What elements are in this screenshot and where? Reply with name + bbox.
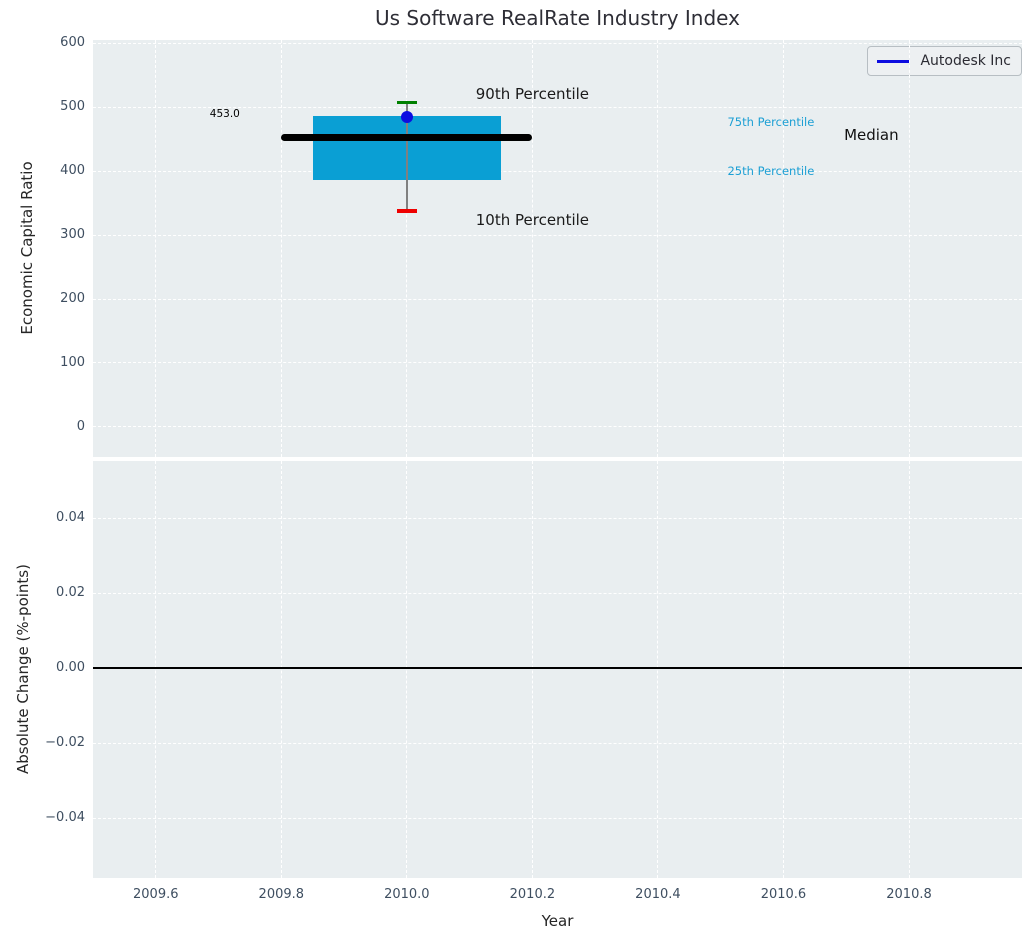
gridline-horizontal (93, 817, 1022, 819)
y-tick-label: 300 (60, 227, 85, 243)
p10-cap (396, 209, 417, 213)
gridline-horizontal (93, 170, 1022, 172)
legend[interactable]: Autodesk Inc (867, 46, 1022, 76)
gridline-horizontal (93, 742, 1022, 744)
x-tick-label: 2010.2 (509, 887, 556, 902)
legend-entry-label: Autodesk Inc (920, 53, 1011, 69)
y-tick-label: 600 (60, 35, 85, 51)
gridline-vertical (155, 461, 157, 878)
annotation-75th-percentile: 75th Percentile (727, 114, 815, 129)
gridline-vertical (406, 461, 408, 878)
y-tick-label: 500 (60, 99, 85, 115)
whisker-line (406, 102, 408, 211)
x-tick-label: 2010.0 (384, 887, 430, 902)
gridline-horizontal (93, 426, 1022, 428)
y-tick-label: −0.04 (45, 810, 85, 825)
gridline-horizontal (93, 298, 1022, 300)
gridline-vertical (280, 40, 282, 457)
y-tick-label: 200 (60, 291, 85, 307)
gridline-vertical (406, 40, 408, 457)
company-point (400, 111, 413, 124)
y-tick-label: −0.02 (45, 735, 85, 750)
median-line (281, 133, 533, 141)
gridline-vertical (782, 40, 784, 457)
y-tick-label: 0.02 (56, 585, 85, 600)
annotation-25th-percentile: 25th Percentile (727, 164, 815, 179)
gridline-horizontal (93, 517, 1022, 519)
x-tick-label: 2010.6 (760, 887, 807, 902)
axes-absolute-change (93, 461, 1022, 878)
x-axis-label-year: Year (541, 912, 574, 930)
annotation-90th-percentile: 90th Percentile (475, 85, 590, 104)
gridline-vertical (908, 461, 910, 878)
x-tick-label: 2009.8 (258, 887, 305, 902)
gridline-horizontal (93, 106, 1022, 108)
annotation-median: Median (844, 126, 899, 145)
gridline-vertical (908, 40, 910, 457)
y-tick-label: 400 (60, 163, 85, 179)
gridline-horizontal (93, 234, 1022, 236)
gridline-vertical (657, 40, 659, 457)
y-tick-label: 0.04 (56, 510, 85, 525)
annotation-453-0: 453.0 (209, 108, 240, 121)
y-axis-label-economic-capital-ratio: Economic Capital Ratio (18, 161, 36, 335)
annotation-10th-percentile: 10th Percentile (475, 211, 590, 230)
gridline-horizontal (93, 362, 1022, 364)
gridline-horizontal (93, 42, 1022, 44)
x-tick-label: 2010.4 (635, 887, 681, 902)
gridline-horizontal (93, 592, 1022, 594)
y-tick-label: 100 (60, 354, 85, 370)
gridline-vertical (531, 461, 533, 878)
y-tick-label: 0.00 (56, 660, 85, 675)
gridline-vertical (280, 461, 282, 878)
gridline-vertical (531, 40, 533, 457)
gridline-vertical (657, 461, 659, 878)
x-tick-label: 2010.8 (886, 887, 932, 902)
chart-title: Us Software RealRate Industry Index (375, 6, 740, 30)
x-tick-label: 2009.6 (133, 887, 179, 902)
p90-cap (396, 100, 417, 105)
zero-line (93, 667, 1022, 669)
legend-line-icon (877, 59, 911, 63)
gridline-vertical (155, 40, 157, 457)
gridline-vertical (782, 461, 784, 878)
axes-economic-capital-ratio (93, 40, 1022, 457)
y-tick-label: 0 (76, 418, 85, 434)
